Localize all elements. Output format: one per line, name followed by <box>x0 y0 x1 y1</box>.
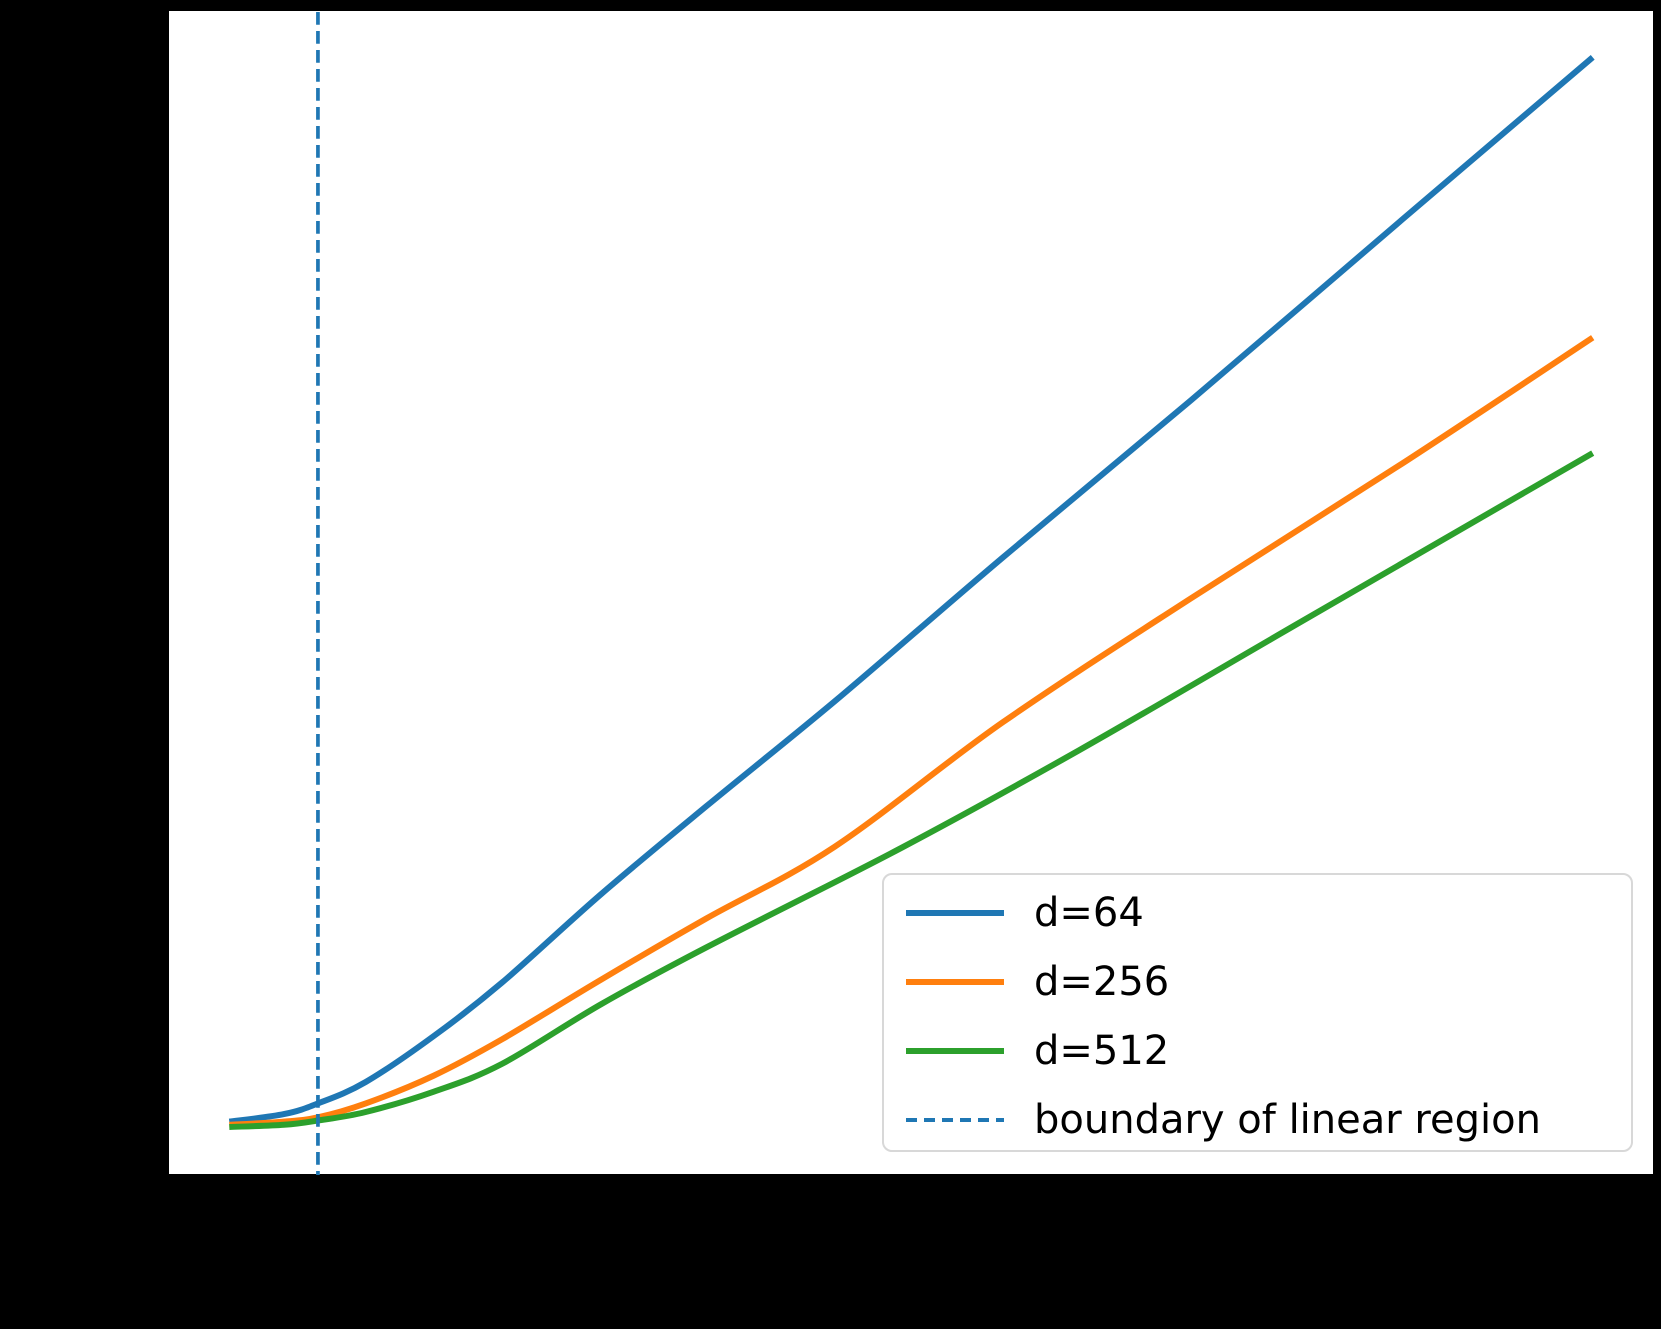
legend-label-d-64: d=64 <box>1034 890 1144 936</box>
legend-item-boundary-of-linear-region: boundary of linear region <box>906 1092 1609 1148</box>
legend-item-d-64: d=64 <box>906 885 1609 941</box>
legend-dashed-line-swatch-boundary <box>906 1118 1004 1122</box>
legend-line-swatch-d-256 <box>906 979 1004 985</box>
axes-spines <box>166 8 1656 1177</box>
series-line-d-256 <box>229 335 1595 1128</box>
series-line-d-512 <box>229 450 1595 1130</box>
legend-line-swatch-d-64 <box>906 910 1004 916</box>
legend: d=64 d=256 d=512 boundary of linear regi… <box>882 873 1633 1152</box>
legend-item-d-256: d=256 <box>906 954 1609 1010</box>
series-line-d-64 <box>228 55 1595 1125</box>
legend-line-swatch-d-512 <box>906 1048 1004 1054</box>
legend-label-d-512: d=512 <box>1034 1028 1170 1074</box>
chart-canvas <box>166 8 1656 1177</box>
legend-label-boundary: boundary of linear region <box>1034 1097 1541 1143</box>
plot-area: d=64 d=256 d=512 boundary of linear regi… <box>166 8 1656 1177</box>
legend-item-d-512: d=512 <box>906 1023 1609 1079</box>
legend-label-d-256: d=256 <box>1034 959 1170 1005</box>
